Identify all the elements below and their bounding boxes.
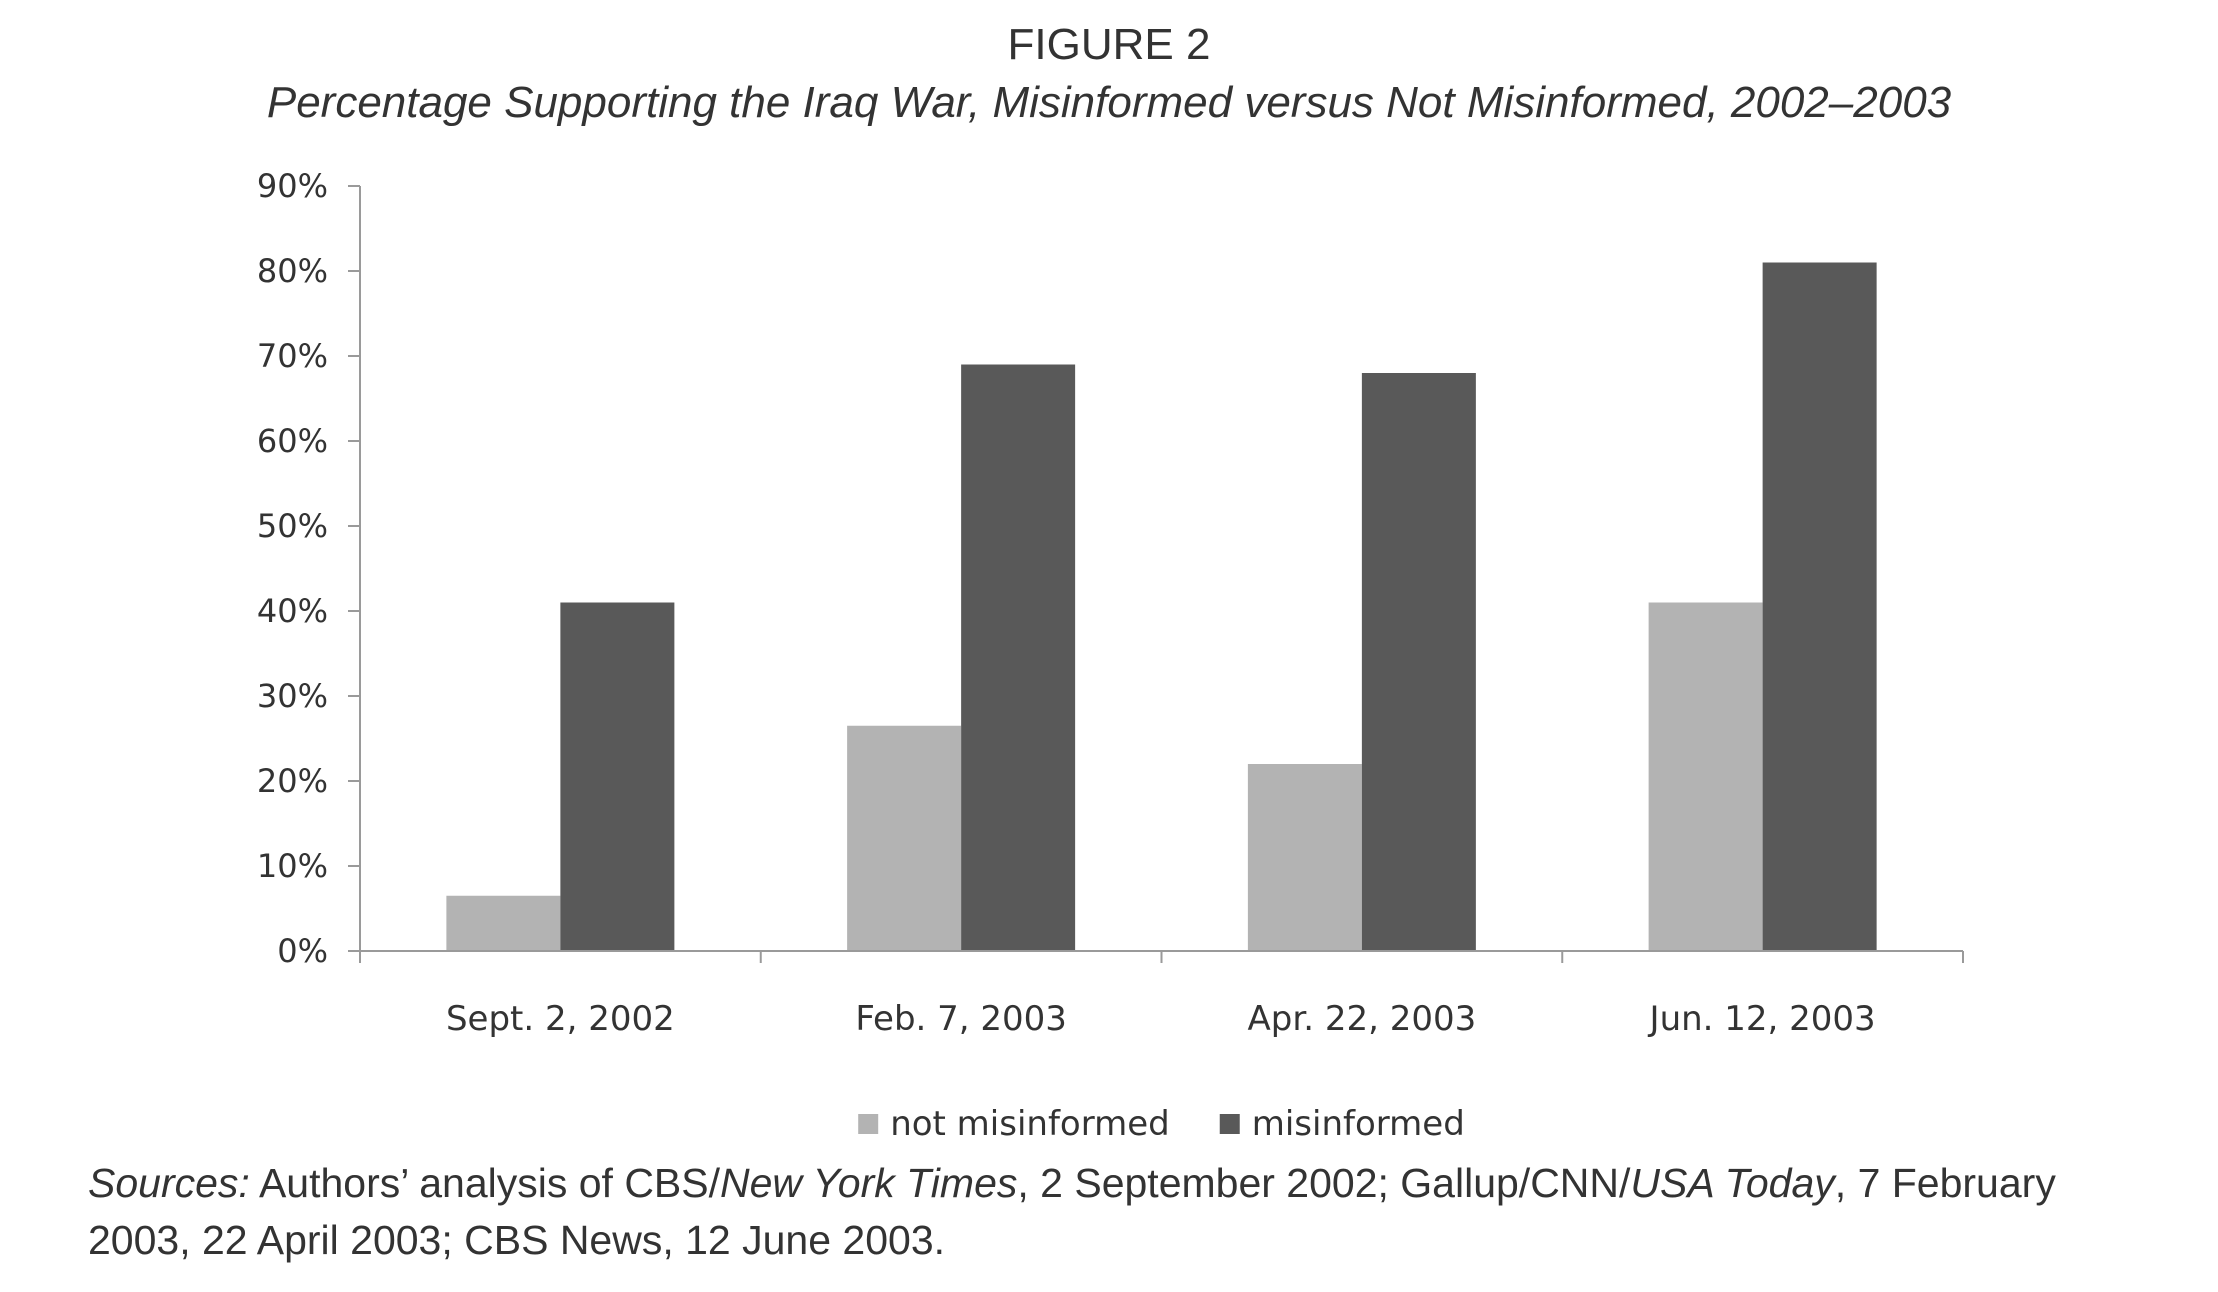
- bar-misinformed-1: [560, 602, 675, 951]
- bar-misinformed-2: [961, 364, 1076, 951]
- y-tick-label: 30%: [257, 677, 328, 715]
- x-tick-label: Feb. 7, 2003: [855, 999, 1067, 1039]
- y-axis: 0% 10% 20% 30% 40% 50% 60% 70% 80% 90%: [257, 167, 361, 970]
- y-tick-label: 60%: [257, 422, 328, 460]
- legend-item: misinformed: [1219, 1104, 1465, 1144]
- x-tick-label: Apr. 22, 2003: [1248, 999, 1477, 1039]
- legend-label: not misinformed: [890, 1104, 1170, 1144]
- legend-item: not misinformed: [858, 1104, 1170, 1144]
- y-tick-label: 80%: [257, 252, 328, 290]
- y-tick-label: 20%: [257, 762, 328, 800]
- legend: not misinformed misinformed: [858, 1104, 1465, 1144]
- sources-text-3: , 7 February 2003, 22 April 2003; CBS Ne…: [88, 1160, 2056, 1263]
- sources-text-1: Authors’ analysis of CBS/: [249, 1160, 721, 1206]
- bar-misinformed-3: [1361, 373, 1476, 951]
- sources-italic-1: New York Times: [720, 1160, 1018, 1206]
- sources-note: Sources: Authors’ analysis of CBS/New Yo…: [88, 1155, 2158, 1269]
- bar-misinformed-4: [1762, 262, 1877, 951]
- y-tick-label: 40%: [257, 592, 328, 630]
- y-tick-label: 10%: [257, 847, 328, 885]
- y-tick-label: 50%: [257, 507, 328, 545]
- sources-italic-2: USA Today: [1630, 1160, 1835, 1206]
- bar-not-misinformed-2: [847, 725, 962, 951]
- y-tick-label: 70%: [257, 337, 328, 375]
- x-axis: Sept. 2, 2002 Feb. 7, 2003 Apr. 22, 2003 Ju…: [359, 950, 1964, 1039]
- figure-label: FIGURE 2: [1007, 20, 1211, 69]
- legend-swatch: [858, 1114, 879, 1134]
- sources-label: Sources:: [88, 1160, 250, 1206]
- y-tick-label: 90%: [257, 167, 328, 205]
- figure-title: Percentage Supporting the Iraq War, Misi…: [266, 78, 1952, 127]
- bar-not-misinformed-4: [1648, 602, 1763, 951]
- bar-not-misinformed-3: [1247, 764, 1362, 951]
- legend-label: misinformed: [1252, 1104, 1465, 1144]
- x-tick-label: Jun. 12, 2003: [1648, 999, 1876, 1039]
- sources-text-2: , 2 September 2002; Gallup/CNN/: [1017, 1160, 1631, 1206]
- x-tick-label: Sept. 2, 2002: [446, 999, 675, 1039]
- bars: [446, 262, 1877, 951]
- bar-not-misinformed-1: [446, 895, 561, 951]
- legend-swatch: [1219, 1114, 1240, 1134]
- y-tick-label: 0%: [277, 932, 328, 970]
